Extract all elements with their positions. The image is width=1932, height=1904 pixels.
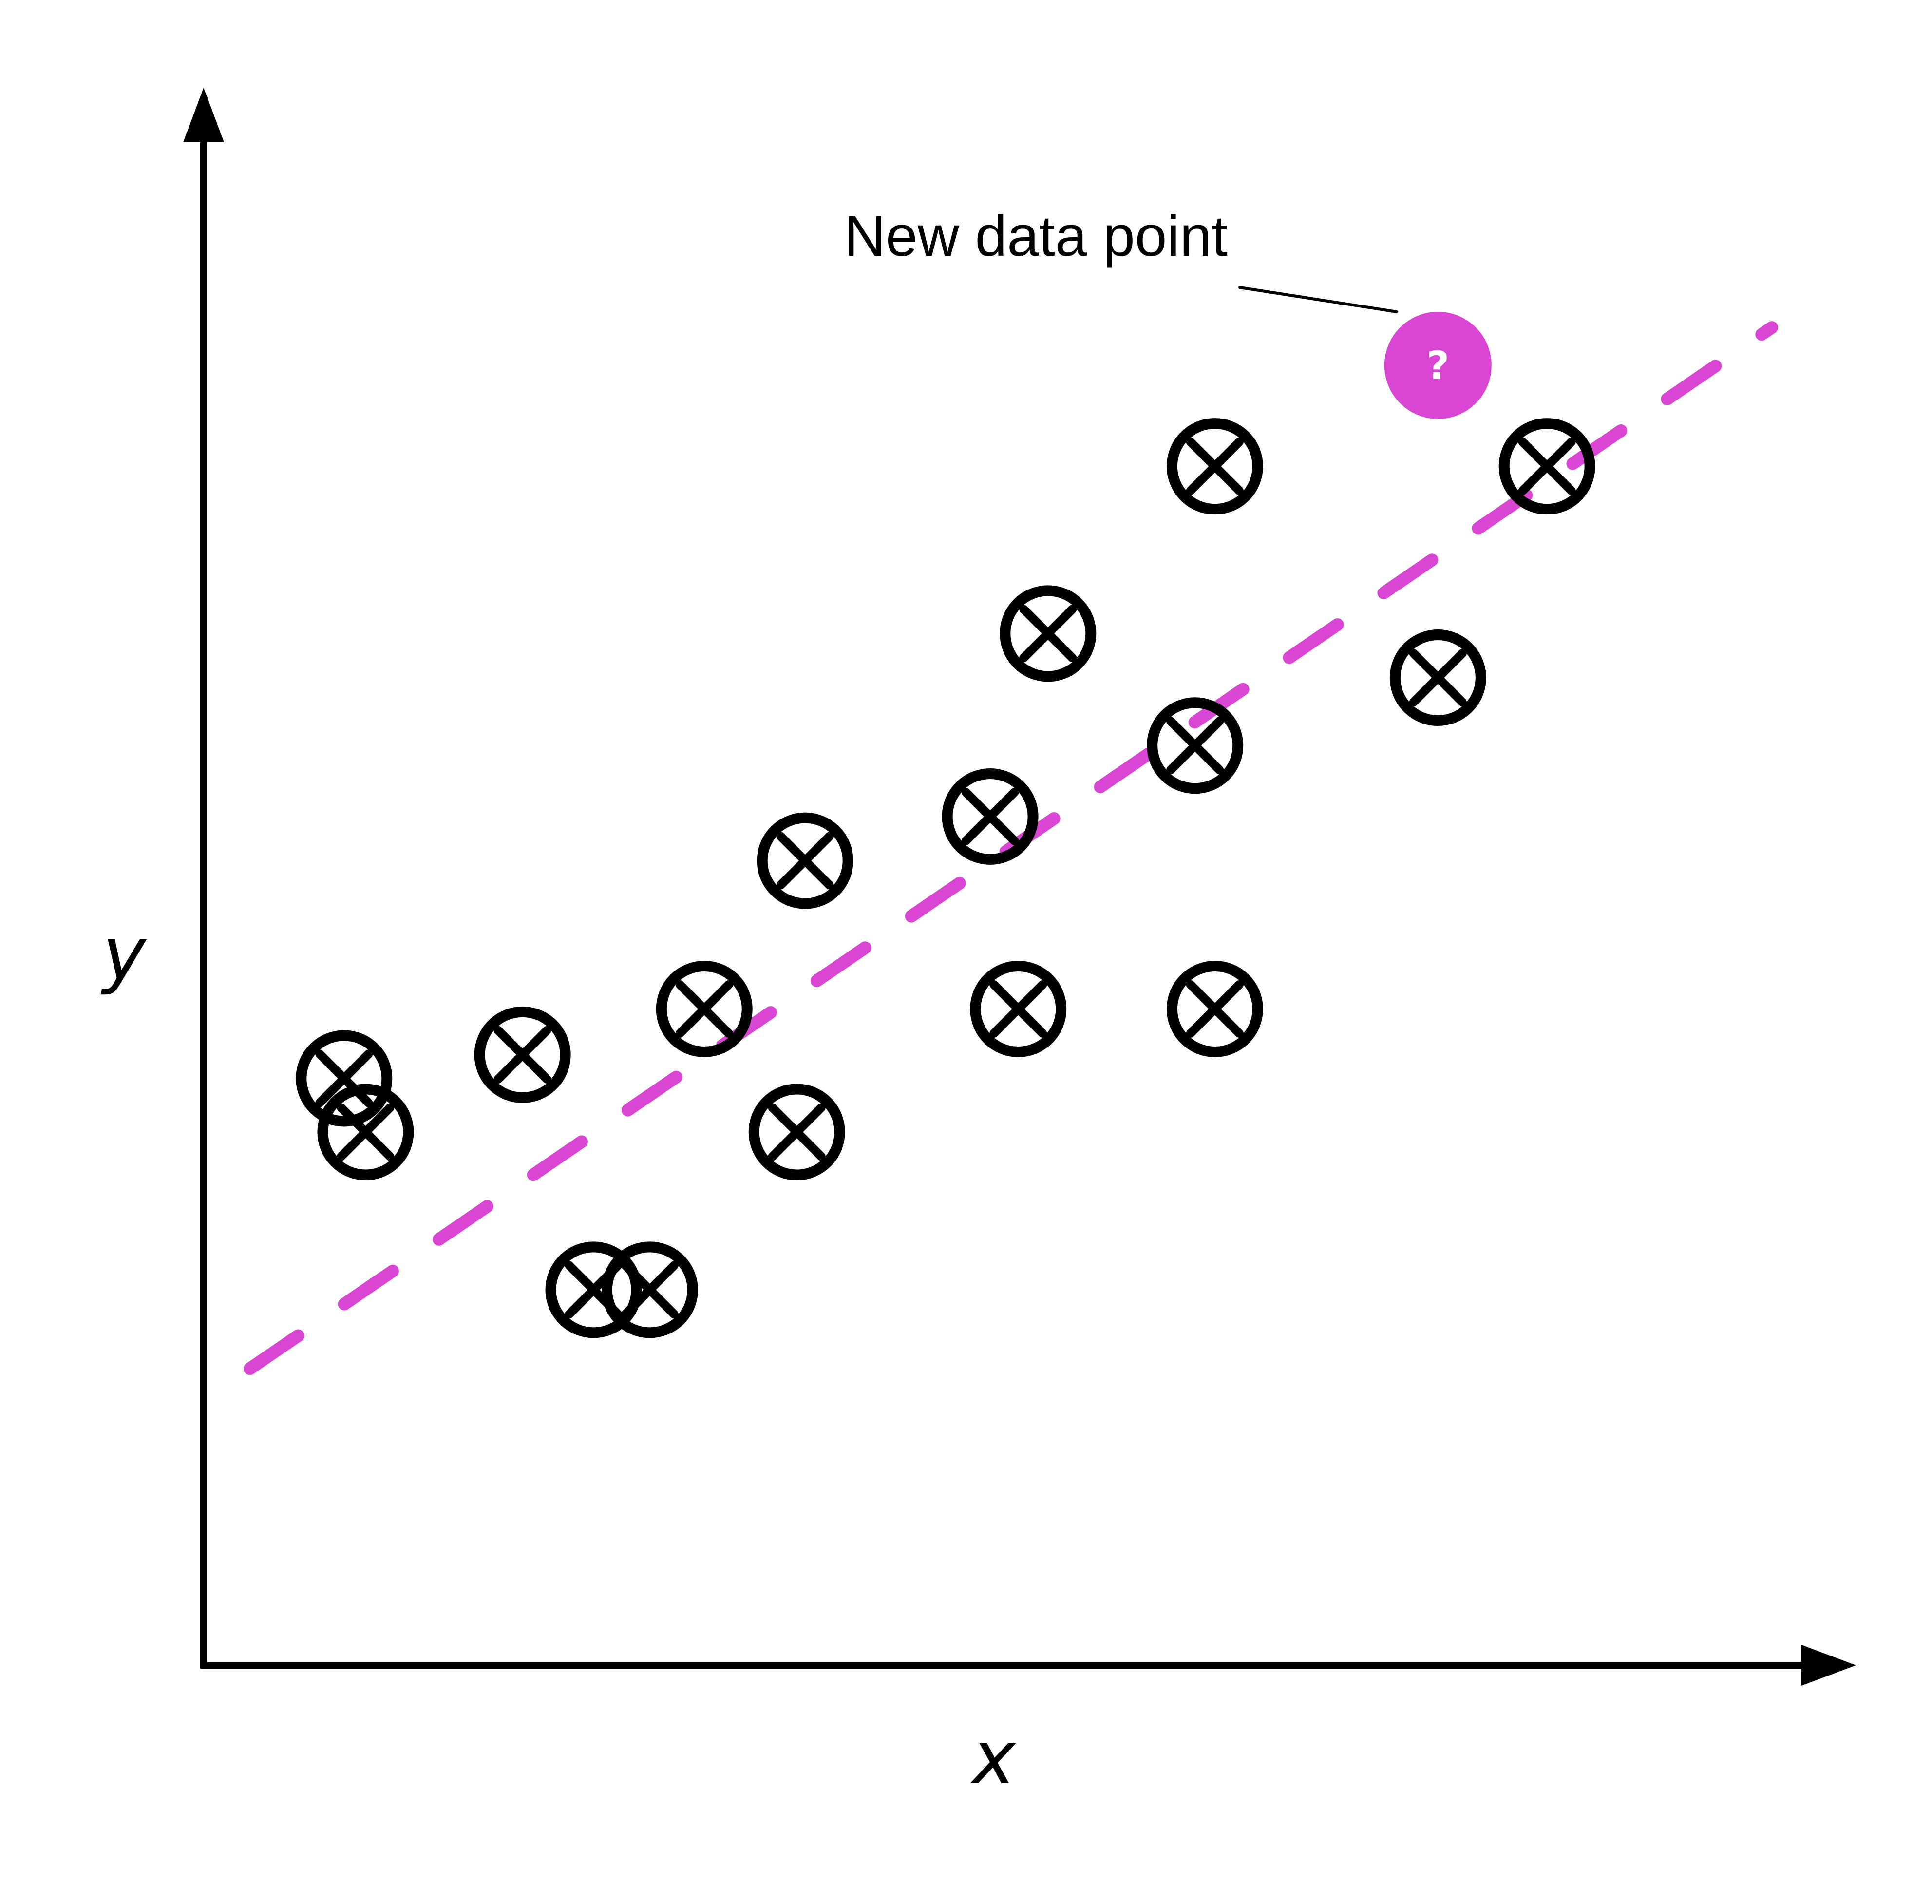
annotation-leader-line [1238, 286, 1398, 313]
data-point-cross-icon [776, 832, 834, 890]
data-point-cross-icon [1518, 438, 1576, 495]
data-point-circle [757, 812, 853, 909]
data-point [1389, 629, 1486, 726]
data-point-cross-icon [1166, 717, 1224, 775]
data-point-cross-icon [768, 1103, 826, 1161]
data-point-circle [601, 1241, 698, 1338]
data-point [296, 1030, 393, 1127]
data-point-circle [296, 1030, 393, 1127]
data-point-circle [545, 1241, 642, 1338]
x-axis-arrow-icon [1801, 1645, 1856, 1686]
data-point [601, 1241, 698, 1338]
data-point-circle [1166, 418, 1263, 515]
data-point-circle [1389, 629, 1486, 726]
data-point-cross-icon [315, 1049, 373, 1107]
data-point-circle [1166, 960, 1263, 1057]
data-point [1166, 960, 1263, 1057]
data-point [1166, 418, 1263, 515]
data-point-circle [474, 1006, 571, 1103]
data-point-circle [1000, 585, 1097, 682]
data-point [474, 1006, 571, 1103]
question-mark-icon: ? [1427, 343, 1449, 388]
y-axis-arrow-icon [183, 88, 224, 142]
x-axis-label: x [970, 1716, 1017, 1801]
data-point-circle [1498, 418, 1595, 515]
data-point-cross-icon [1019, 605, 1077, 663]
data-point-circle [942, 768, 1039, 865]
data-point-cross-icon [1186, 438, 1244, 495]
data-point [1000, 585, 1097, 682]
data-point-circle [970, 960, 1067, 1057]
data-point [1498, 418, 1595, 515]
data-point [1147, 697, 1244, 794]
data-point-cross-icon [621, 1261, 679, 1319]
data-point [970, 960, 1067, 1057]
data-point-cross-icon [675, 980, 733, 1038]
new-data-point-marker [1384, 311, 1492, 419]
data-points [296, 418, 1595, 1338]
data-point [757, 812, 853, 909]
data-point-circle [317, 1084, 414, 1180]
annotation-label: New data point [844, 204, 1228, 268]
data-point-cross-icon [493, 1026, 551, 1084]
y-axis-label: y [101, 912, 147, 997]
data-point-cross-icon [961, 787, 1019, 845]
data-point-cross-icon [1186, 980, 1244, 1038]
data-point-circle [1147, 697, 1244, 794]
new-data-point: ? [1384, 311, 1492, 419]
data-point [656, 960, 753, 1057]
data-point-cross-icon [337, 1103, 395, 1161]
data-point-cross-icon [989, 980, 1047, 1038]
data-point [748, 1084, 845, 1180]
data-point-circle [748, 1084, 845, 1180]
data-point-circle [656, 960, 753, 1057]
data-point [942, 768, 1039, 865]
data-point-cross-icon [1409, 649, 1467, 707]
